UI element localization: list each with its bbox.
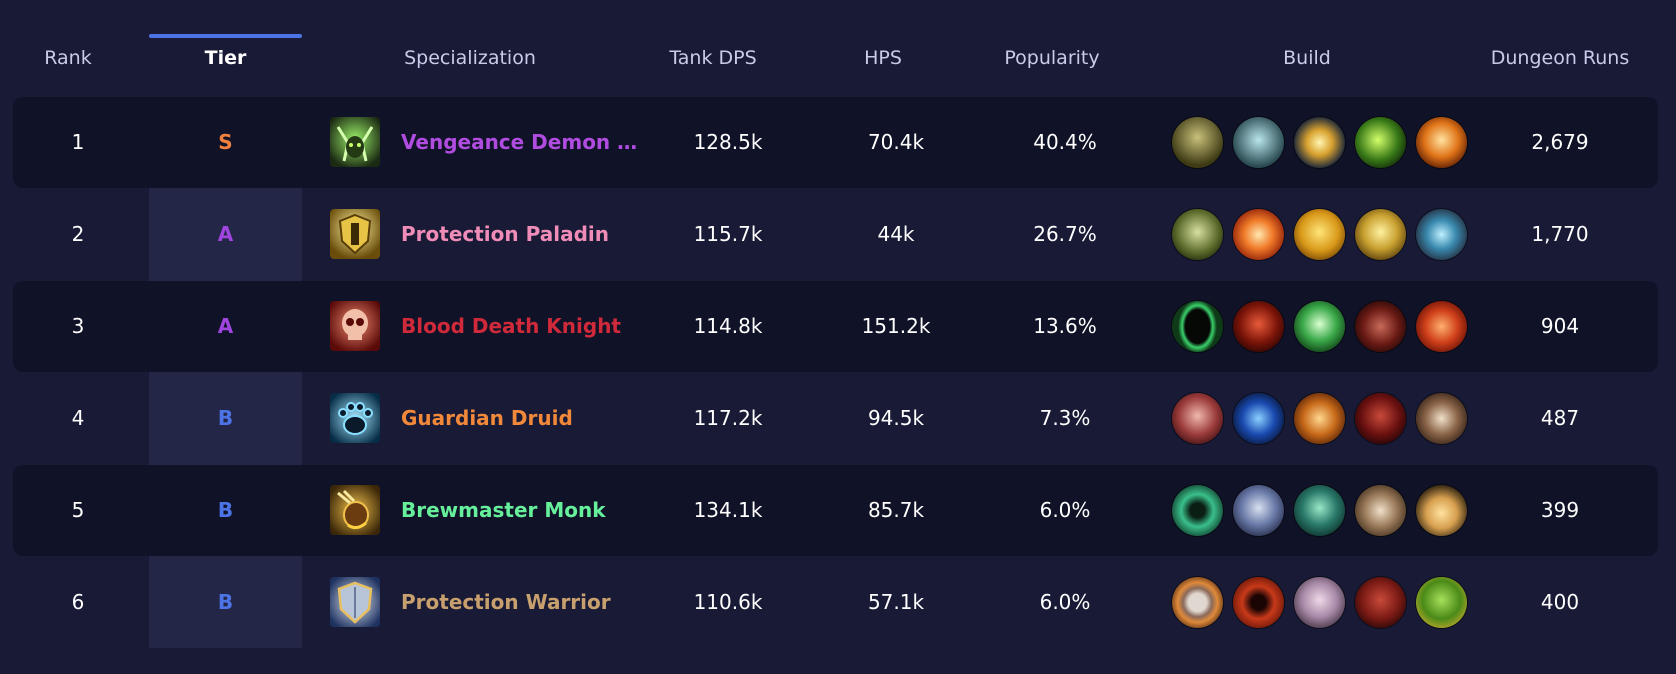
demon-talent-icon[interactable]: [1355, 577, 1406, 628]
chi-talent-icon[interactable]: [1233, 485, 1284, 536]
rank-cell: 3: [71, 314, 85, 338]
spec-name[interactable]: Protection Warrior: [401, 590, 611, 614]
tier-badge: B: [217, 498, 234, 522]
warrior-shield-icon: [330, 577, 380, 627]
hps-cell: 94.5k: [867, 406, 925, 430]
rank-cell: 6: [71, 590, 85, 614]
frost-talent-icon[interactable]: [1233, 393, 1284, 444]
popularity-cell: 6.0%: [1039, 498, 1091, 522]
tier-badge: S: [218, 130, 233, 154]
fel-hood-talent-icon[interactable]: [1172, 117, 1223, 168]
round-shield-talent-icon[interactable]: [1172, 577, 1223, 628]
rank-cell: 2: [71, 222, 85, 246]
rune-talent-icon[interactable]: [1416, 209, 1467, 260]
fire-talent-icon[interactable]: [1416, 117, 1467, 168]
hps-cell: 85.7k: [867, 498, 925, 522]
green-skull-talent-icon[interactable]: [1294, 301, 1345, 352]
shout-talent-icon[interactable]: [1294, 577, 1345, 628]
tier-badge: B: [217, 590, 234, 614]
tier-column-highlight: [149, 97, 302, 648]
skull-talent-icon[interactable]: [1233, 117, 1284, 168]
spec-name[interactable]: Blood Death Knight: [401, 314, 621, 338]
column-header-popularity[interactable]: Popularity: [1004, 47, 1100, 69]
holy-fire-talent-icon[interactable]: [1233, 209, 1284, 260]
tank-dps-cell: 115.7k: [693, 222, 763, 246]
dungeon-runs-cell: 1,770: [1531, 222, 1589, 246]
blood-talent-icon[interactable]: [1416, 301, 1467, 352]
tier-badge: A: [217, 222, 234, 246]
popularity-cell: 40.4%: [1033, 130, 1097, 154]
spec-name[interactable]: Guardian Druid: [401, 406, 573, 430]
bear-paw-icon: [330, 393, 380, 443]
column-header-tier[interactable]: Tier: [204, 47, 247, 69]
claw-talent-icon[interactable]: [1294, 393, 1345, 444]
table-header: Rank Tier Specialization Tank DPS HPS Po…: [0, 38, 1676, 78]
red-skull-talent-icon[interactable]: [1233, 301, 1284, 352]
hps-cell: 70.4k: [867, 130, 925, 154]
rank-cell: 5: [71, 498, 85, 522]
tank-dps-cell: 117.2k: [693, 406, 763, 430]
popularity-cell: 26.7%: [1033, 222, 1097, 246]
dungeon-runs-cell: 399: [1540, 498, 1580, 522]
maul-talent-icon[interactable]: [1172, 393, 1223, 444]
bear-talent-icon[interactable]: [1355, 393, 1406, 444]
dungeon-runs-cell: 487: [1540, 406, 1580, 430]
popularity-cell: 13.6%: [1033, 314, 1097, 338]
column-header-rank[interactable]: Rank: [44, 47, 92, 69]
popularity-cell: 6.0%: [1039, 590, 1091, 614]
table-row[interactable]: 1 S Vengeance Demon H... 128.5k 70.4k 40…: [13, 97, 1658, 188]
spec-name[interactable]: Vengeance Demon H...: [401, 130, 641, 154]
popularity-cell: 7.3%: [1039, 406, 1091, 430]
orc-talent-icon[interactable]: [1416, 577, 1467, 628]
keg-talent-icon[interactable]: [1355, 485, 1406, 536]
table-row[interactable]: 3 A Blood Death Knight 114.8k 151.2k 13.…: [13, 281, 1658, 372]
table-row[interactable]: 2 A Protection Paladin 115.7k 44k 26.7% …: [13, 189, 1658, 280]
rank-cell: 1: [71, 130, 85, 154]
rage-talent-icon[interactable]: [1233, 577, 1284, 628]
hps-cell: 57.1k: [867, 590, 925, 614]
paladin-shield-icon: [330, 209, 380, 259]
dungeon-runs-cell: 904: [1540, 314, 1580, 338]
table-row[interactable]: 6 B Protection Warrior 110.6k 57.1k 6.0%…: [13, 557, 1658, 648]
shield-talent-icon[interactable]: [1355, 209, 1406, 260]
blood-skull-icon: [330, 301, 380, 351]
tank-dps-cell: 128.5k: [693, 130, 763, 154]
tank-dps-cell: 114.8k: [693, 314, 763, 338]
spec-name[interactable]: Brewmaster Monk: [401, 498, 606, 522]
light-talent-icon[interactable]: [1294, 209, 1345, 260]
dungeon-runs-cell: 400: [1540, 590, 1580, 614]
column-header-specialization[interactable]: Specialization: [404, 47, 536, 69]
table-row[interactable]: 5 B Brewmaster Monk 134.1k 85.7k 6.0% 39…: [13, 465, 1658, 556]
tier-badge: B: [217, 406, 234, 430]
spec-name[interactable]: Protection Paladin: [401, 222, 609, 246]
demon-hunter-icon: [330, 117, 380, 167]
void-talent-icon[interactable]: [1172, 301, 1223, 352]
column-header-hps[interactable]: HPS: [864, 47, 902, 69]
blade-talent-icon[interactable]: [1355, 301, 1406, 352]
rank-cell: 4: [71, 406, 85, 430]
tier-badge: A: [217, 314, 234, 338]
tier-sort-indicator: [149, 34, 302, 38]
fang-talent-icon[interactable]: [1416, 393, 1467, 444]
hps-cell: 151.2k: [861, 314, 931, 338]
hps-cell: 44k: [877, 222, 915, 246]
swirl-talent-icon[interactable]: [1172, 485, 1223, 536]
tank-dps-cell: 110.6k: [693, 590, 763, 614]
dungeon-runs-cell: 2,679: [1531, 130, 1589, 154]
fist-talent-icon[interactable]: [1416, 485, 1467, 536]
column-header-tank-dps[interactable]: Tank DPS: [669, 47, 757, 69]
column-header-dungeon-runs[interactable]: Dungeon Runs: [1490, 47, 1630, 69]
brewmaster-icon: [330, 485, 380, 535]
beam-talent-icon[interactable]: [1294, 117, 1345, 168]
beast-talent-icon[interactable]: [1172, 209, 1223, 260]
column-header-build: Build: [1283, 47, 1331, 69]
jade-talent-icon[interactable]: [1294, 485, 1345, 536]
tank-dps-cell: 134.1k: [693, 498, 763, 522]
fel-flame-talent-icon[interactable]: [1355, 117, 1406, 168]
table-row[interactable]: 4 B Guardian Druid 117.2k 94.5k 7.3% 487: [13, 373, 1658, 464]
